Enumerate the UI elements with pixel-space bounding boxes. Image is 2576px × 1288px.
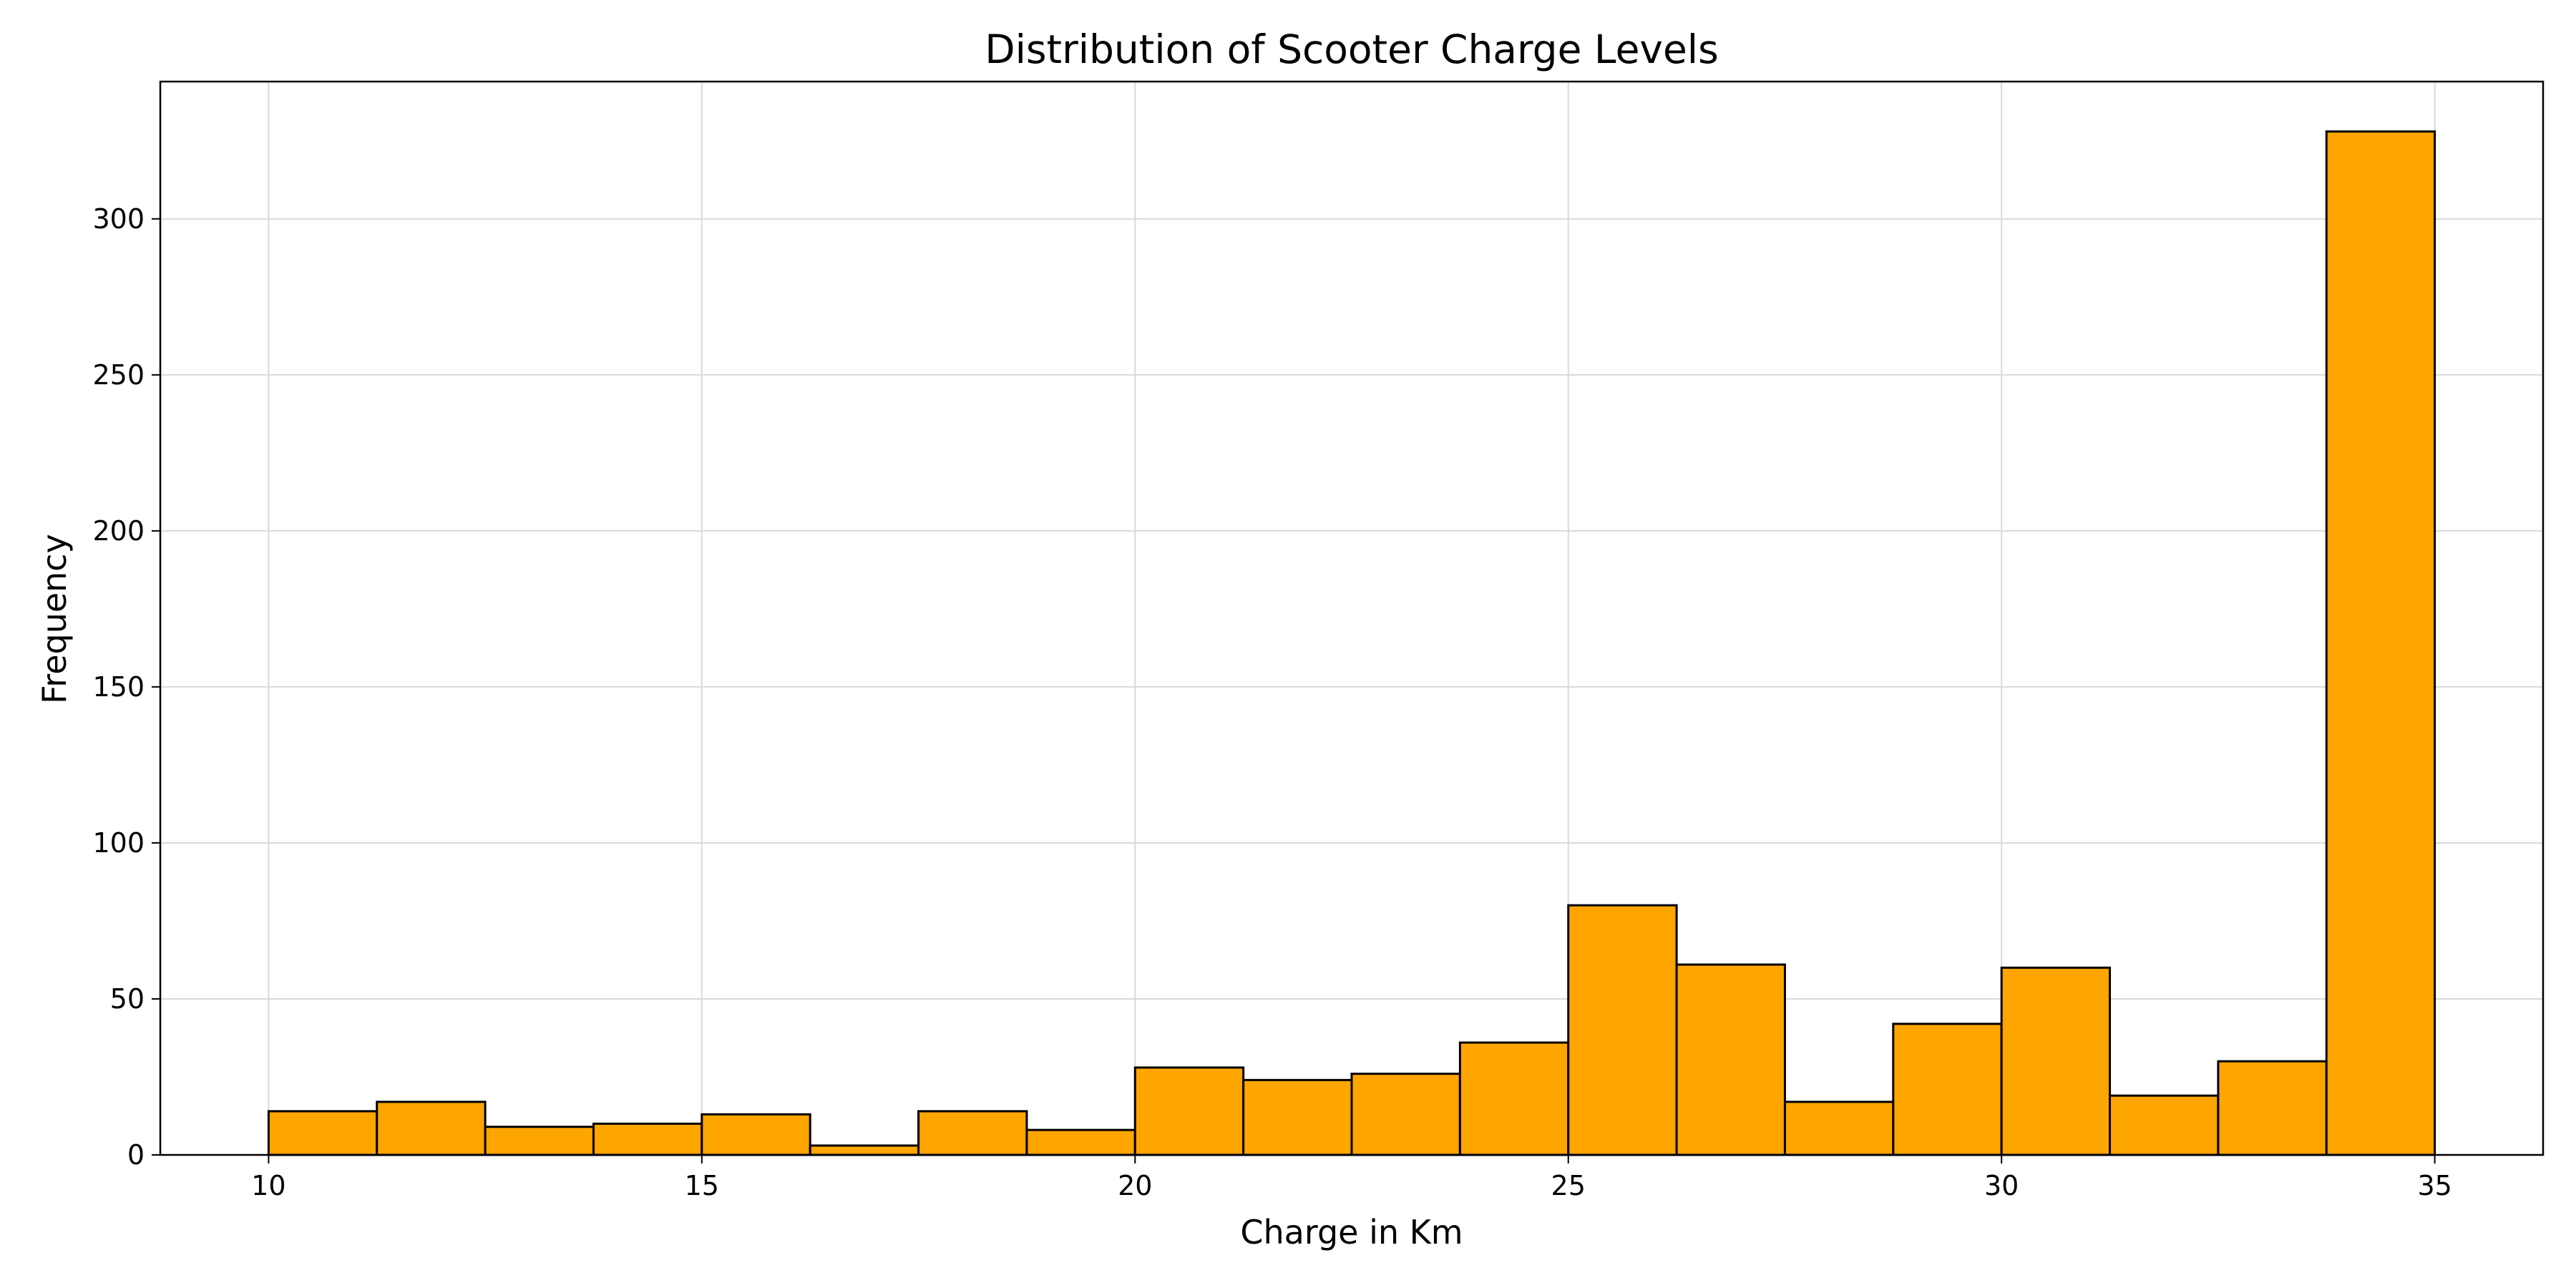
y-tick-label-1: 50 [110, 983, 145, 1015]
histogram-bar-11 [1458, 1041, 1570, 1156]
y-tick-label-6: 300 [92, 203, 145, 235]
histogram-bar-17 [2109, 1094, 2220, 1156]
x-axis: 10 15 20 25 30 35 [251, 1155, 2452, 1201]
histogram-bar-8 [1133, 1066, 1245, 1156]
histogram-bar-19 [2325, 130, 2436, 1156]
histogram-bar-2 [484, 1126, 595, 1156]
plot-area-frame [159, 80, 2545, 1156]
y-tick-label-5: 250 [92, 359, 145, 391]
x-axis-label: Charge in Km [1240, 1213, 1463, 1252]
histogram-bar-3 [592, 1122, 703, 1156]
histogram-bar-6 [917, 1110, 1028, 1156]
x-tick-label-1: 15 [685, 1170, 719, 1201]
histogram-bar-13 [1675, 963, 1786, 1156]
histogram-bar-5 [809, 1144, 920, 1156]
histogram-bar-10 [1350, 1073, 1461, 1156]
histogram-bar-18 [2217, 1060, 2328, 1156]
x-tick-label-3: 25 [1551, 1170, 1586, 1201]
histogram-bar-16 [2000, 966, 2112, 1156]
histogram-bar-15 [1892, 1023, 2003, 1156]
y-tick-label-2: 100 [92, 827, 145, 859]
histogram-bars [267, 130, 2436, 1156]
histogram-bar-9 [1242, 1078, 1353, 1156]
y-tick-label-0: 0 [127, 1139, 145, 1171]
histogram-bar-0 [267, 1110, 379, 1156]
x-tick-label-2: 20 [1118, 1170, 1152, 1201]
histogram-bar-14 [1783, 1101, 1895, 1156]
y-tick-label-3: 150 [92, 671, 145, 703]
histogram-bar-1 [376, 1101, 487, 1156]
histogram-bar-7 [1025, 1128, 1136, 1156]
chart-title: Distribution of Scooter Charge Levels [985, 26, 1718, 72]
histogram-bar-12 [1567, 904, 1678, 1156]
y-tick-label-4: 200 [92, 515, 145, 547]
y-axis-label: Frequency [35, 534, 74, 704]
histogram-bar-4 [701, 1113, 811, 1156]
x-tick-label-5: 35 [2417, 1170, 2451, 1201]
x-tick-label-4: 30 [1984, 1170, 2019, 1201]
y-axis: 0 50 100 150 200 250 300 [92, 203, 160, 1171]
x-tick-label-0: 10 [251, 1170, 286, 1201]
